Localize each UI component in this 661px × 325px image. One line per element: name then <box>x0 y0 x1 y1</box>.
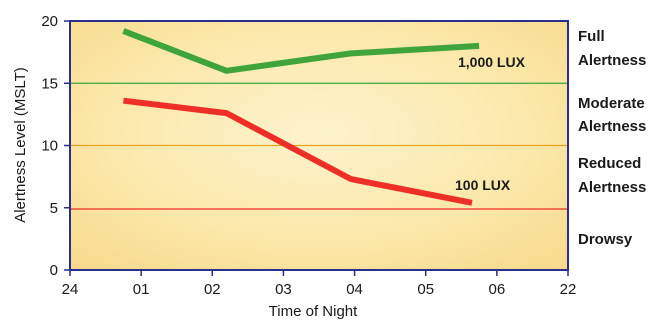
x-tick-label-0: 24 <box>62 281 79 298</box>
x-tick-label-5: 05 <box>417 281 434 298</box>
x-tick-label-6: 06 <box>489 281 506 298</box>
y-tick-label-3: 15 <box>41 75 58 92</box>
y-tick-label-4: 20 <box>41 13 58 30</box>
series-line-1 <box>123 97 473 206</box>
x-tick-label-4: 04 <box>346 281 363 298</box>
y-tick-label-0: 0 <box>50 262 58 279</box>
series-line-0 <box>122 28 480 74</box>
series-label-1000-lux: 1,000 LUX <box>458 54 526 70</box>
zone-full-line2: Alertness <box>578 52 646 69</box>
x-tick-label-1: 01 <box>133 281 150 298</box>
zone-moderate-line1: Moderate <box>578 95 645 112</box>
x-tick-label-3: 03 <box>275 281 292 298</box>
zone-reduced-line2: Alertness <box>578 179 646 196</box>
zone-moderate-line2: Alertness <box>578 118 646 135</box>
x-tick-label-7: 22 <box>560 281 577 298</box>
zone-full-line1: Full <box>578 28 605 45</box>
series-label-100-lux: 100 LUX <box>455 177 511 193</box>
y-tick-label-2: 10 <box>41 138 58 155</box>
x-axis-title: Time of Night <box>269 303 358 320</box>
x-tick-label-2: 02 <box>204 281 221 298</box>
zone-labels: Full Alertness Moderate Alertness Reduce… <box>578 28 646 248</box>
zone-drowsy: Drowsy <box>578 231 633 248</box>
y-axis-title: Alertness Level (MSLT) <box>12 67 29 223</box>
zone-reduced-line1: Reduced <box>578 155 641 172</box>
y-tick-label-1: 5 <box>50 200 58 217</box>
